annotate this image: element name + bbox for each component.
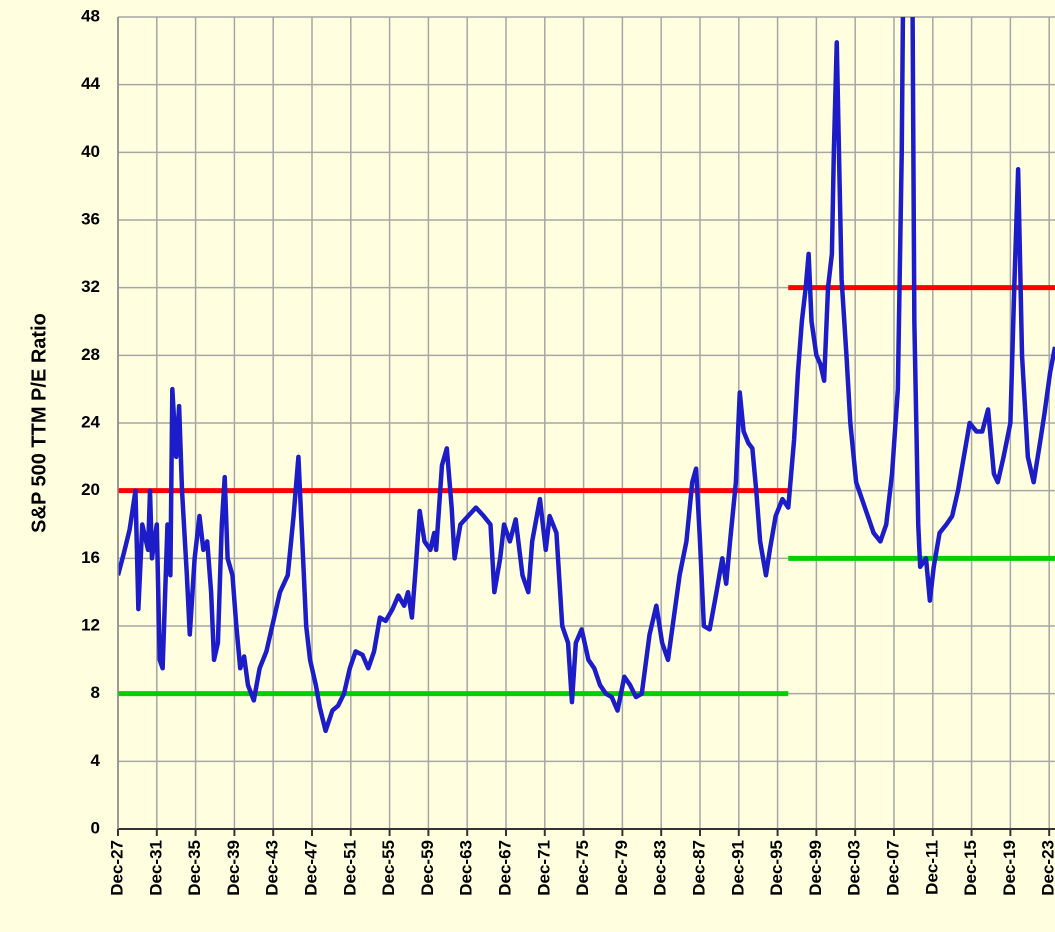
x-tick-label: Dec-43 xyxy=(263,840,282,896)
x-tick-label: Dec-71 xyxy=(534,840,553,896)
x-tick-label: Dec-03 xyxy=(845,840,864,896)
x-tick-label: Dec-23 xyxy=(1039,840,1055,896)
y-tick-label: 20 xyxy=(81,480,100,499)
x-tick-label: Dec-27 xyxy=(107,840,126,896)
y-tick-label: 12 xyxy=(81,615,100,634)
y-tick-label: 4 xyxy=(91,751,101,770)
x-tick-label: Dec-39 xyxy=(224,840,243,896)
x-tick-label: Dec-31 xyxy=(146,840,165,896)
y-tick-label: 32 xyxy=(81,277,100,296)
x-tick-label: Dec-63 xyxy=(457,840,476,896)
series-line xyxy=(118,17,1055,734)
y-tick-label: 48 xyxy=(81,6,100,25)
x-tick-label: Dec-67 xyxy=(495,840,514,896)
x-tick-label: Dec-87 xyxy=(689,840,708,896)
x-tick-label: Dec-99 xyxy=(806,840,825,896)
y-tick-label: 0 xyxy=(91,818,100,837)
y-tick-label: 8 xyxy=(91,683,100,702)
x-tick-label: Dec-91 xyxy=(728,840,747,896)
x-tick-label: Dec-59 xyxy=(418,840,437,896)
x-tick-label: Dec-35 xyxy=(185,840,204,896)
x-tick-label: Dec-11 xyxy=(922,840,941,895)
y-tick-label: 44 xyxy=(81,74,100,93)
y-axis-title: S&P 500 TTM P/E Ratio xyxy=(28,313,50,533)
x-tick-label: Dec-55 xyxy=(379,840,398,896)
x-tick-label: Dec-75 xyxy=(573,840,592,896)
y-tick-label: 28 xyxy=(81,345,100,364)
plot-area xyxy=(118,17,1055,734)
x-tick-label: Dec-07 xyxy=(883,840,902,896)
y-tick-label: 24 xyxy=(81,412,100,431)
reference-lines xyxy=(118,285,1055,697)
x-tick-label: Dec-83 xyxy=(651,840,670,896)
x-tick-label: Dec-79 xyxy=(612,840,631,896)
y-tick-label: 40 xyxy=(81,142,100,161)
x-tick-label: Dec-95 xyxy=(767,840,786,896)
y-tick-label: 36 xyxy=(81,209,100,228)
x-tick-label: Dec-15 xyxy=(961,840,980,896)
y-tick-label: 16 xyxy=(81,548,100,567)
x-tick-label: Dec-51 xyxy=(340,840,359,896)
x-tick-label: Dec-47 xyxy=(301,840,320,896)
x-tick-label: Dec-19 xyxy=(1000,840,1019,896)
